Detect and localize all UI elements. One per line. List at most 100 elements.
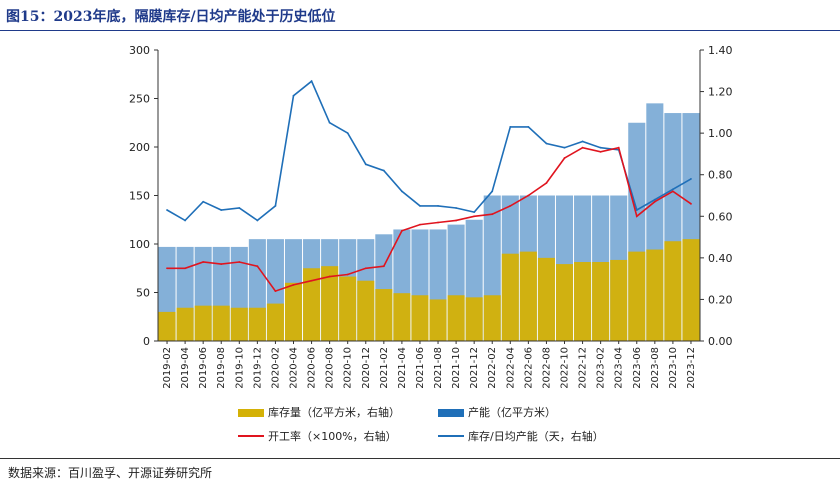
title-divider	[0, 30, 840, 31]
inventory-bar	[646, 249, 664, 341]
inventory-bar	[610, 259, 628, 341]
utilization-line-point	[581, 146, 584, 149]
inventory-bar	[592, 262, 610, 341]
x-tick-label: 2019-08	[216, 347, 227, 389]
x-tick-label: 2022-12	[578, 347, 589, 389]
x-tick-label: 2020-10	[343, 347, 354, 389]
x-tick-label: 2021-12	[469, 347, 480, 389]
legend-inventory-swatch	[238, 409, 264, 417]
inventory-bar	[393, 293, 411, 341]
x-tick-label: 2019-12	[252, 347, 263, 389]
inventory-bar	[519, 251, 537, 341]
days-line-point	[509, 126, 512, 128]
days-line-point	[635, 209, 638, 211]
x-tick-label: 2019-04	[180, 347, 191, 389]
footer-divider	[0, 458, 840, 459]
days-line-point	[563, 146, 566, 149]
inventory-bar	[357, 280, 375, 341]
x-tick-label: 2022-08	[541, 347, 552, 389]
utilization-line-point	[328, 275, 331, 278]
x-tick-label: 2023-04	[614, 347, 625, 389]
right-tick-label: 0.80	[708, 169, 733, 182]
x-tick-label: 2021-06	[415, 347, 426, 389]
inventory-bar	[483, 295, 501, 341]
legend-days-label: 库存/日均产能（天，右轴）	[468, 429, 604, 443]
right-tick-label: 1.00	[708, 127, 733, 140]
x-tick-label: 2021-10	[451, 347, 462, 389]
days-line-point	[346, 132, 349, 135]
utilization-line-point	[563, 157, 566, 159]
days-line-point	[653, 198, 656, 201]
x-tick-label: 2019-10	[234, 347, 245, 389]
x-tick-label: 2023-02	[596, 347, 607, 389]
left-tick-label: 200	[129, 141, 150, 154]
days-line-point	[599, 146, 602, 149]
utilization-line-point	[491, 213, 494, 216]
utilization-line-point	[346, 273, 349, 276]
utilization-line-point	[220, 263, 223, 265]
left-tick-label: 150	[129, 190, 150, 203]
inventory-bar	[682, 239, 700, 341]
x-tick-label: 2020-08	[325, 347, 336, 389]
days-line-point	[401, 190, 403, 193]
days-line-point	[581, 140, 584, 143]
utilization-line-point	[256, 265, 259, 268]
x-tick-label: 2022-10	[560, 347, 571, 389]
inventory-bar	[447, 295, 465, 341]
inventory-bar	[194, 305, 212, 341]
x-tick-label: 2020-02	[270, 347, 281, 389]
right-tick-label: 0.20	[708, 293, 733, 306]
inventory-bar	[248, 307, 266, 341]
days-line-point	[672, 188, 674, 191]
utilization-line-point	[364, 267, 367, 270]
utilization-line-point	[455, 219, 457, 222]
right-tick-label: 1.20	[708, 86, 733, 99]
x-tick-label: 2019-02	[162, 347, 173, 389]
inventory-bar	[429, 299, 447, 341]
x-tick-label: 2022-04	[505, 347, 516, 389]
left-tick-label: 0	[143, 335, 150, 348]
x-tick-label: 2022-06	[523, 347, 534, 389]
right-tick-label: 0.60	[708, 210, 733, 223]
right-tick-label: 0.00	[708, 335, 733, 348]
days-line-point	[202, 200, 205, 203]
x-tick-label: 2020-06	[307, 347, 318, 389]
left-tick-label: 250	[129, 93, 150, 106]
inventory-bar	[230, 307, 248, 341]
utilization-line-point	[310, 279, 313, 282]
right-tick-label: 1.40	[708, 44, 733, 57]
x-tick-label: 2022-02	[487, 347, 498, 389]
days-line	[166, 79, 692, 222]
days-line-point	[437, 204, 439, 207]
right-tick-label: 0.40	[708, 252, 733, 265]
inventory-bar	[628, 251, 646, 341]
days-line-point	[292, 94, 295, 97]
utilization-line-point	[690, 202, 692, 205]
inventory-bar	[176, 307, 194, 341]
inventory-bar	[411, 295, 429, 341]
inventory-bar	[321, 266, 339, 341]
inventory-bar	[284, 282, 303, 341]
days-line-point	[256, 219, 259, 222]
days-line-point	[166, 209, 168, 211]
inventory-bar	[501, 253, 519, 341]
x-tick-label: 2023-12	[686, 347, 697, 389]
days-line-point	[310, 80, 313, 83]
utilization-line	[167, 146, 692, 293]
inventory-bar	[537, 257, 555, 341]
utilization-line-point	[473, 215, 476, 218]
utilization-line-point	[617, 146, 620, 149]
utilization-line-point	[382, 265, 385, 268]
days-line-point	[184, 219, 187, 222]
x-tick-label: 2021-02	[379, 347, 390, 389]
days-line-point	[419, 204, 421, 207]
utilization-line-point	[184, 267, 187, 270]
inventory-bar	[339, 276, 357, 341]
days-line-point	[455, 207, 457, 209]
x-tick-label: 2023-06	[632, 347, 643, 389]
page-title: 图15：2023年底，隔膜库存/日均产能处于历史低位	[6, 9, 336, 25]
inventory-bar	[574, 262, 592, 341]
inventory-bar	[212, 305, 230, 341]
inventory-bar	[266, 303, 284, 341]
